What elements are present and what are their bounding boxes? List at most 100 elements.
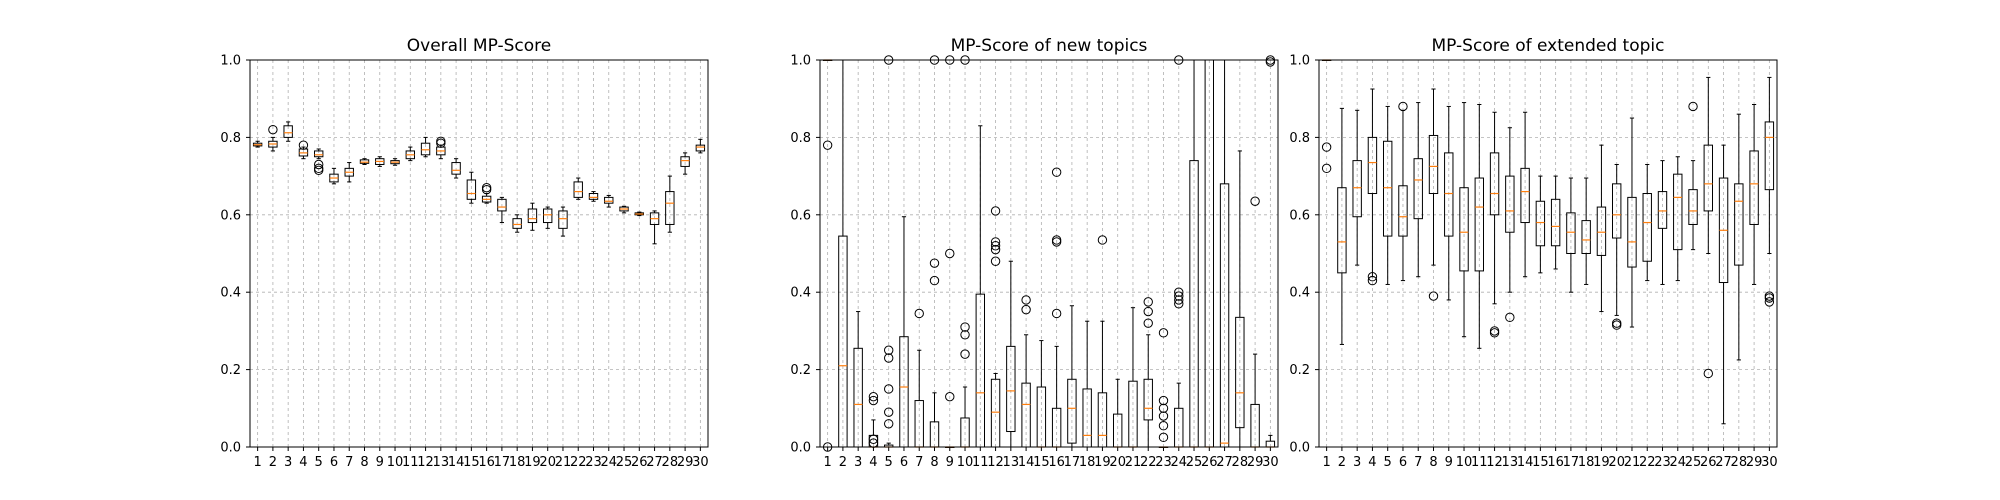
box-plot-item (1520, 111, 1530, 278)
outlier-point (1265, 57, 1276, 67)
outlier-point (945, 391, 955, 402)
box-plot-item (1158, 328, 1169, 448)
x-tick-label: 24 (1669, 455, 1686, 470)
outlier-point (1158, 395, 1169, 406)
x-tick-label: 12 (417, 455, 434, 470)
box-plot-item (1367, 88, 1378, 286)
x-tick-label: 27 (646, 455, 663, 470)
outlier-point (1051, 237, 1062, 247)
outlier-point (990, 256, 1001, 266)
y-tick-label: 0.2 (790, 363, 811, 378)
box-iqr (588, 193, 599, 200)
box-plot-item (436, 136, 446, 160)
x-tick-label: 15 (463, 455, 480, 470)
outlier-point (884, 345, 894, 355)
box-iqr (1067, 378, 1077, 444)
x-tick-label: 26 (1201, 455, 1218, 470)
outlier-point (929, 275, 940, 286)
box-iqr (1367, 136, 1378, 195)
x-tick-label: 11 (1471, 455, 1488, 470)
box-iqr (990, 378, 1001, 448)
box-iqr (1113, 413, 1123, 448)
x-tick-label: 29 (1746, 455, 1763, 470)
x-tick-label: 8 (360, 455, 368, 470)
x-tick-label: 11 (402, 455, 419, 470)
x-tick-label: 21 (1624, 455, 1641, 470)
outlier-point (1398, 101, 1408, 112)
box-plot-item (405, 146, 415, 162)
box-plot-item (390, 158, 400, 166)
x-tick-label: 20 (1109, 455, 1126, 470)
box-plot-item (1566, 177, 1576, 293)
x-tick-label: 17 (1563, 455, 1580, 470)
y-tick-label: 1.0 (220, 54, 241, 69)
box-iqr (1428, 134, 1439, 195)
x-tick-label: 16 (1048, 455, 1065, 470)
box-iqr (451, 162, 461, 175)
panel-title: MP-Score of new topics (951, 36, 1148, 56)
x-tick-label: 4 (869, 455, 877, 470)
x-tick-label: 30 (692, 455, 709, 470)
x-tick-label: 16 (1547, 455, 1564, 470)
x-tick-label: 20 (539, 455, 556, 470)
box-plot-item (634, 211, 644, 217)
x-tick-label: 23 (1654, 455, 1671, 470)
x-tick-label: 7 (1414, 455, 1422, 470)
x-tick-label: 2 (269, 455, 277, 470)
outlier-point (1021, 304, 1031, 315)
box-iqr (1566, 212, 1576, 255)
x-tick-label: 14 (1018, 455, 1035, 470)
box-plot-item (1036, 340, 1047, 448)
box-iqr (1673, 173, 1683, 251)
box-plot-item (1113, 378, 1123, 448)
box-iqr (975, 293, 985, 448)
x-tick-label: 28 (1731, 455, 1748, 470)
box-iqr (512, 218, 522, 229)
x-tick-label: 7 (915, 455, 923, 470)
box-iqr (1657, 191, 1668, 229)
x-tick-label: 3 (854, 455, 862, 470)
outlier-point (868, 434, 879, 444)
outlier-point (481, 184, 492, 195)
box-plot-item (1474, 104, 1484, 349)
box-plot-item (695, 138, 706, 154)
outlier-point (884, 353, 894, 363)
outlier-point (1174, 299, 1184, 309)
y-tick-label: 0.6 (790, 208, 811, 223)
box-plot-item (680, 152, 690, 175)
y-tick-label: 0.0 (790, 441, 811, 456)
outlier-point (960, 330, 970, 340)
box-iqr (1612, 183, 1622, 239)
x-tick-label: 21 (555, 455, 572, 470)
box-plot-item (375, 156, 385, 167)
x-tick-label: 4 (299, 455, 307, 470)
box-plot-item (1718, 144, 1729, 425)
x-tick-label: 21 (1125, 455, 1142, 470)
y-tick-label: 0.0 (1289, 441, 1310, 456)
outlier-point (945, 248, 955, 259)
box-iqr (1505, 175, 1515, 233)
x-tick-label: 28 (1232, 455, 1249, 470)
x-tick-label: 8 (1429, 455, 1437, 470)
box-plot-item (451, 158, 461, 179)
box-iqr (1642, 193, 1652, 262)
box-iqr (1688, 189, 1698, 225)
x-tick-label: 12 (987, 455, 1004, 470)
x-tick-label: 23 (1155, 455, 1172, 470)
box-plot-item (543, 206, 553, 229)
box-plot-item (1627, 117, 1637, 328)
outlier-point (1428, 291, 1439, 301)
box-iqr (665, 191, 675, 225)
outlier-point (1021, 295, 1031, 305)
box-iqr (1627, 196, 1637, 268)
box-iqr (604, 196, 614, 204)
box-iqr (1413, 158, 1423, 220)
box-plot-item (1596, 144, 1607, 313)
box-plot-item (481, 183, 492, 204)
box-iqr (1764, 121, 1775, 191)
box-plot-item (558, 206, 568, 237)
outlier-point (1174, 295, 1184, 305)
x-tick-label: 6 (330, 455, 338, 470)
x-tick-label: 1 (823, 455, 831, 470)
